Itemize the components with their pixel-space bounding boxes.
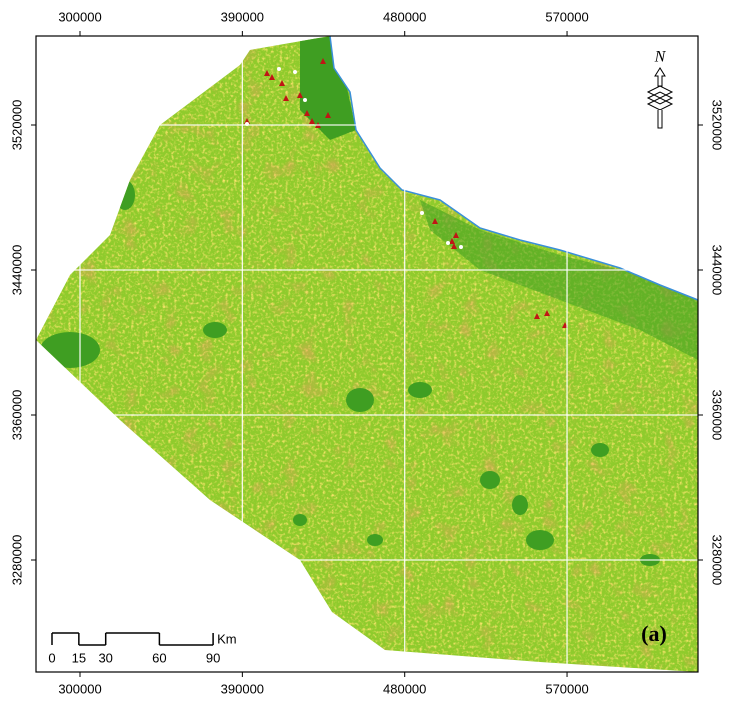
scale-unit: Km xyxy=(217,631,237,646)
scale-label: 0 xyxy=(48,650,55,665)
y-tick-label-left: 3520000 xyxy=(9,100,24,151)
x-tick-label-top: 570000 xyxy=(545,9,588,24)
y-tick-label-left: 3440000 xyxy=(9,245,24,296)
scale-label: 30 xyxy=(98,650,112,665)
y-tick-label-right: 3280000 xyxy=(710,535,725,586)
x-tick-label-bottom: 300000 xyxy=(58,681,101,696)
y-tick-label-left: 3280000 xyxy=(9,535,24,586)
y-tick-label-right: 3360000 xyxy=(710,390,725,441)
panel-label: (a) xyxy=(641,621,667,646)
page: {"map": { "x_axis": {"lim": [275600, 642… xyxy=(0,0,734,701)
x-tick-label-top: 390000 xyxy=(221,9,264,24)
map-figure: N 0 15 30 60 90 Km (a) 300000 300000 390000 3900… xyxy=(0,0,734,701)
x-tick-label-top: 300000 xyxy=(58,9,101,24)
north-label: N xyxy=(654,49,667,66)
y-tick-label-left: 3360000 xyxy=(9,390,24,441)
x-tick-label-top: 480000 xyxy=(383,9,426,24)
x-tick-label-bottom: 390000 xyxy=(221,681,264,696)
x-tick-label-bottom: 480000 xyxy=(383,681,426,696)
y-tick-label-right: 3520000 xyxy=(710,100,725,151)
scale-label: 90 xyxy=(206,650,220,665)
scale-label: 15 xyxy=(72,650,86,665)
y-tick-label-right: 3440000 xyxy=(710,245,725,296)
scale-label: 60 xyxy=(152,650,166,665)
x-tick-label-bottom: 570000 xyxy=(545,681,588,696)
